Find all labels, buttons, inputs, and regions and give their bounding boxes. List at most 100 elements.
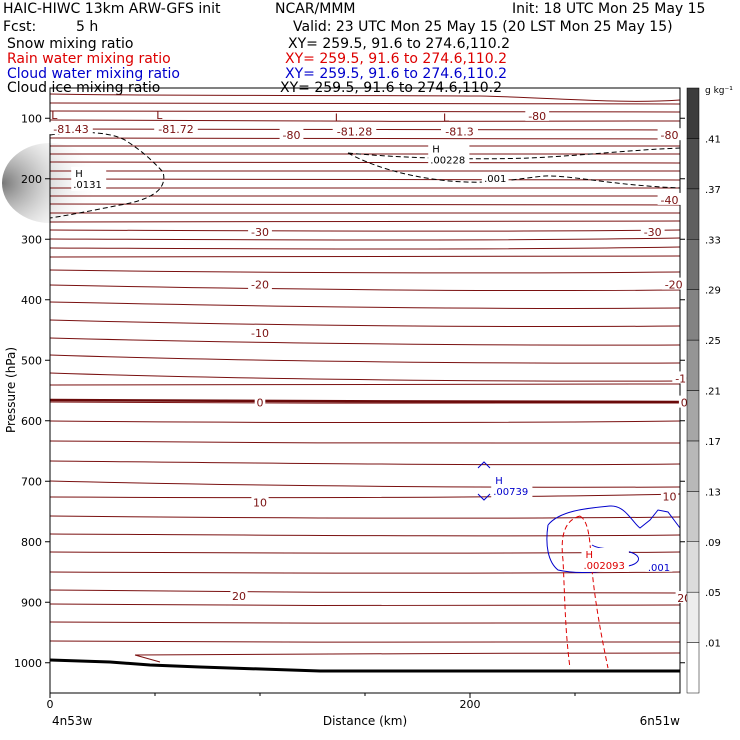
isotherm-label-bg — [657, 192, 682, 205]
y-tick-label: 300 — [21, 233, 42, 246]
isotherm-label: -30 — [644, 226, 662, 239]
y-tick-label: 900 — [21, 596, 42, 609]
isotherm-label: 10 — [663, 490, 677, 503]
colorbar-label: .09 — [705, 538, 721, 549]
colorbar-label: .37 — [705, 185, 721, 196]
isotherm-label-bg — [230, 589, 248, 602]
isotherm-label: -10 — [251, 327, 269, 340]
colorbar-label: .21 — [705, 387, 721, 398]
forecast-label: Fcst: — [3, 19, 37, 35]
isotherm-label: -80 — [283, 129, 301, 142]
colorbar-swatch — [686, 239, 700, 290]
isotherm-label: 0 — [257, 397, 264, 410]
ground-surface — [49, 658, 680, 673]
extremum-bg — [71, 166, 107, 191]
colorbar-swatch — [686, 491, 700, 543]
field-xy-snow: XY= 259.5, 91.6 to 274.6,110.2 — [288, 36, 511, 52]
isotherm-label: -30 — [251, 226, 269, 239]
isotherm-label: -20 — [665, 279, 683, 292]
contour-label: .001 — [648, 563, 670, 574]
valid-time: Valid: 23 UTC Mon 25 May 15 (20 LST Mon … — [293, 19, 673, 35]
y-tick-label: 800 — [21, 536, 42, 549]
y-tick-label: 600 — [21, 415, 42, 428]
colorbar-label: .05 — [705, 588, 721, 599]
extremum-bg — [491, 474, 533, 499]
colorbar-swatch — [686, 642, 700, 694]
isotherm-label: -81.43 — [53, 123, 88, 136]
extremum-value: .002093 — [584, 561, 625, 572]
freezing-level-line — [49, 398, 681, 404]
colorbar-swatch — [686, 390, 700, 442]
low-marker: L — [156, 109, 163, 122]
y-axis-title: Pressure (hPa) — [4, 347, 18, 433]
isotherm-label: 20 — [232, 590, 246, 603]
isotherm-label-bg — [678, 395, 690, 408]
contour-label-bg — [481, 171, 509, 183]
y-tick-label: 500 — [21, 354, 42, 367]
colorbar-swatch — [686, 188, 700, 240]
rain-water-contours — [561, 515, 609, 669]
isotherm-label-bg — [248, 326, 272, 339]
isotherm-label-bg — [660, 489, 679, 502]
colorbar-units: g kg⁻¹ — [705, 86, 733, 96]
field-name-cloud-water: Cloud water mixing ratio — [7, 66, 180, 82]
x-tick-label: 0 — [47, 698, 54, 711]
surface-inner-contour — [134, 654, 161, 663]
isotherm-label-bg — [661, 277, 686, 290]
isotherm-label: -40 — [661, 194, 679, 207]
colorbar-swatch — [686, 591, 700, 643]
contour-value-labels: .001 .001 — [481, 171, 673, 574]
upper-isotherms — [49, 93, 681, 259]
isotherm-label: -80 — [528, 110, 546, 123]
colorbar-swatch — [686, 289, 700, 341]
extremum-value: .0131 — [73, 180, 102, 191]
isotherm-label: -81.72 — [158, 123, 193, 136]
high-marker: H — [586, 550, 594, 561]
colorbar-swatch — [686, 138, 700, 190]
chart-title: HAIC-HIWC 13km ARW-GFS init — [3, 1, 221, 17]
colorbar-label: .41 — [705, 134, 721, 145]
field-name-snow: Snow mixing ratio — [7, 36, 134, 52]
isotherm-label-bg — [248, 224, 272, 237]
y-tick-label: 1000 — [14, 657, 42, 670]
colorbar-label: .33 — [705, 235, 721, 246]
isotherm-label-bg — [49, 122, 93, 135]
colorbar-swatch — [686, 339, 700, 391]
x-tick-label: 200 — [460, 698, 481, 711]
isotherm-label-bg — [254, 395, 266, 408]
y-tick-label: 100 — [21, 112, 42, 125]
isotherm-label: -20 — [251, 279, 269, 292]
left-endpoint-label: 4n53w — [52, 714, 93, 728]
colorbar-label: .25 — [705, 336, 721, 347]
colorbar-label: .01 — [705, 639, 721, 650]
colorbar-swatch — [686, 87, 700, 139]
isotherm-label: 10 — [253, 496, 267, 509]
isotherm-label-bg — [640, 224, 665, 237]
x-axis: 0 200 — [47, 693, 576, 711]
high-marker: H — [75, 169, 83, 180]
y-tick-label: 700 — [21, 475, 42, 488]
colorbar-swatch — [686, 541, 700, 593]
isotherm-label-bg — [525, 108, 550, 121]
x-axis-title: Distance (km) — [323, 714, 407, 728]
isotherm-label-bg — [248, 277, 272, 290]
init-time: Init: 18 UTC Mon 25 May 15 — [512, 1, 706, 17]
high-marker: H — [495, 476, 503, 487]
isotherm-label-bg — [657, 128, 682, 141]
org-label: NCAR/MMM — [275, 1, 356, 17]
isotherm-label: -80 — [661, 129, 679, 142]
isotherm-label: -81.28 — [337, 126, 372, 139]
isotherm-label-bg — [332, 124, 377, 137]
contour-label-bg — [645, 560, 673, 572]
snow-contours — [49, 131, 681, 219]
isotherm-label-bg — [441, 124, 478, 137]
colorbar-label: .13 — [705, 487, 721, 498]
low-marker: L — [51, 109, 58, 122]
right-endpoint-label: 6n51w — [640, 714, 681, 728]
low-marker: L — [443, 112, 450, 125]
field-xy-cloud-water: XY= 259.5, 91.6 to 274.6,110.2 — [285, 66, 508, 82]
extremum-bg — [581, 547, 629, 572]
